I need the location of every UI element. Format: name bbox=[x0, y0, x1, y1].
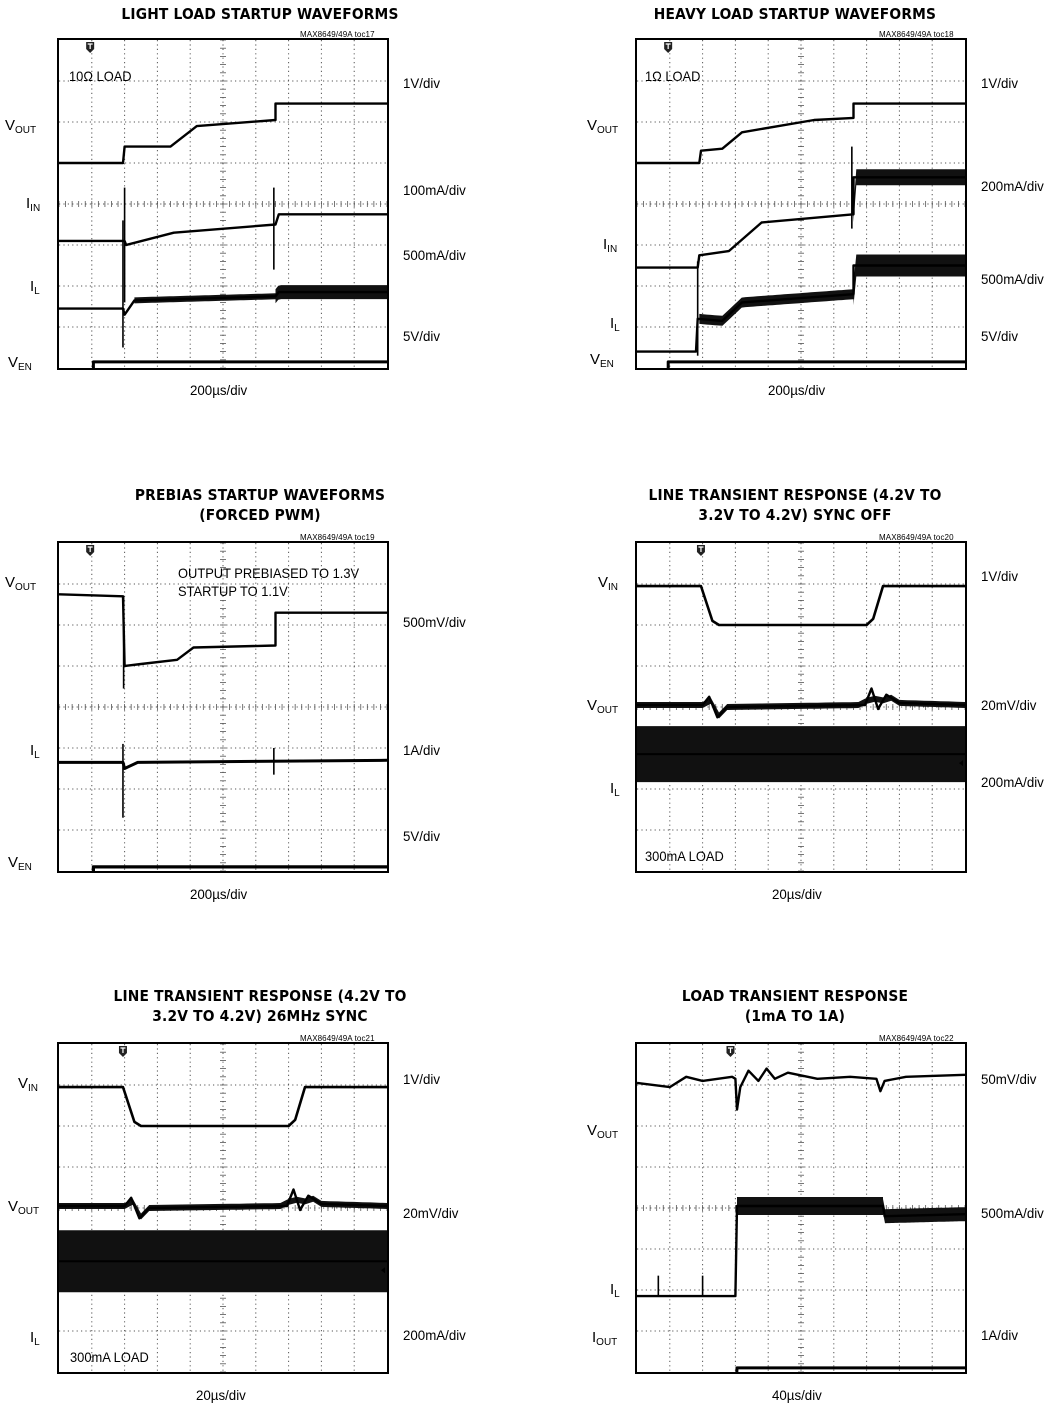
chart-panel-3: PREBIAS STARTUP WAVEFORMS (FORCED PWM) M… bbox=[0, 485, 520, 925]
channel-label-vin: VIN bbox=[598, 575, 618, 596]
scope-screen bbox=[635, 541, 967, 873]
x-axis-label: 200µs/div bbox=[190, 382, 247, 398]
channel-label-ven: VEN bbox=[8, 355, 32, 376]
chart-title: LINE TRANSIENT RESPONSE (4.2V TO 3.2V TO… bbox=[21, 986, 499, 1026]
annotation: 300mA LOAD bbox=[645, 847, 724, 865]
channel-label-il: IL bbox=[30, 1330, 40, 1351]
scale-label: 200mA/div bbox=[981, 774, 1044, 790]
annotation: 300mA LOAD bbox=[70, 1348, 149, 1366]
channel-label-vout: VOUT bbox=[587, 1123, 618, 1144]
scale-label: 1A/div bbox=[403, 742, 440, 758]
scope-plot bbox=[637, 1044, 965, 1372]
scale-label: 50mV/div bbox=[981, 1071, 1036, 1087]
channel-label-vin: VIN bbox=[18, 1076, 38, 1097]
x-axis-label: 200µs/div bbox=[190, 886, 247, 902]
chart-panel-5: LINE TRANSIENT RESPONSE (4.2V TO 3.2V TO… bbox=[0, 986, 520, 1426]
x-axis-label: 20µs/div bbox=[196, 1387, 246, 1403]
trace-noise-band bbox=[854, 255, 966, 306]
chart-title: LOAD TRANSIENT RESPONSE (1mA TO 1A) bbox=[556, 986, 1034, 1026]
annotation: 10Ω LOAD bbox=[69, 67, 132, 85]
trace-ven bbox=[59, 362, 387, 368]
channel-label-iin: IIN bbox=[603, 237, 617, 258]
chart-panel-6: LOAD TRANSIENT RESPONSE (1mA TO 1A) MAX8… bbox=[535, 986, 1055, 1426]
scale-label: 1V/div bbox=[981, 568, 1018, 584]
trace-noise-band bbox=[883, 1199, 965, 1223]
trace-ven bbox=[637, 362, 965, 368]
scope-plot bbox=[59, 1044, 387, 1372]
scope-screen bbox=[57, 1042, 389, 1374]
scale-label: 5V/div bbox=[403, 328, 440, 344]
chart-panel-4: LINE TRANSIENT RESPONSE (4.2V TO 3.2V TO… bbox=[535, 485, 1055, 925]
scale-label: 1A/div bbox=[981, 1327, 1018, 1343]
scope-screen bbox=[57, 38, 389, 370]
channel-label-il: IL bbox=[610, 316, 620, 337]
channel-label-ven: VEN bbox=[590, 352, 614, 373]
chart-title: LIGHT LOAD STARTUP WAVEFORMS bbox=[21, 4, 499, 24]
channel-label-il: IL bbox=[610, 1282, 620, 1303]
channel-label-vout: VOUT bbox=[5, 118, 36, 139]
scale-label: 500mA/div bbox=[403, 247, 466, 263]
scale-label: 20mV/div bbox=[981, 697, 1036, 713]
x-axis-label: 20µs/div bbox=[772, 886, 822, 902]
channel-label-vout: VOUT bbox=[5, 575, 36, 596]
scale-label: 100mA/div bbox=[403, 182, 466, 198]
scale-label: 500mA/div bbox=[981, 1205, 1044, 1221]
x-axis-label: 200µs/div bbox=[768, 382, 825, 398]
scale-label: 1V/div bbox=[403, 75, 440, 91]
trace-iin bbox=[637, 177, 965, 267]
trace-noise-band bbox=[276, 285, 388, 303]
annotation: 1Ω LOAD bbox=[645, 67, 700, 85]
scale-label: 1V/div bbox=[403, 1071, 440, 1087]
chart-title: LINE TRANSIENT RESPONSE (4.2V TO 3.2V TO… bbox=[556, 485, 1034, 525]
channel-label-vout: VOUT bbox=[587, 698, 618, 719]
channel-label-vout: VOUT bbox=[587, 118, 618, 139]
scope-plot bbox=[59, 40, 387, 368]
channel-label-iin: IIN bbox=[26, 196, 40, 217]
trace-iin bbox=[59, 214, 387, 245]
chart-title: HEAVY LOAD STARTUP WAVEFORMS bbox=[556, 4, 1034, 24]
chart-panel-2: HEAVY LOAD STARTUP WAVEFORMS MAX8649/49A… bbox=[535, 4, 1055, 444]
scale-label: 5V/div bbox=[981, 328, 1018, 344]
scope-plot bbox=[637, 543, 965, 871]
scale-label: 20mV/div bbox=[403, 1205, 458, 1221]
channel-label-iout: IOUT bbox=[592, 1330, 617, 1351]
channel-label-ven: VEN bbox=[8, 855, 32, 876]
scope-plot bbox=[637, 40, 965, 368]
chart-title: PREBIAS STARTUP WAVEFORMS (FORCED PWM) bbox=[21, 485, 499, 525]
scale-label: 200mA/div bbox=[981, 178, 1044, 194]
x-axis-label: 40µs/div bbox=[772, 1387, 822, 1403]
chart-panel-1: LIGHT LOAD STARTUP WAVEFORMS MAX8649/49A… bbox=[0, 4, 520, 444]
channel-label-vout: VOUT bbox=[8, 1199, 39, 1220]
scope-screen bbox=[635, 1042, 967, 1374]
channel-label-il: IL bbox=[610, 781, 620, 802]
scale-label: 5V/div bbox=[403, 828, 440, 844]
scale-label: 1V/div bbox=[981, 75, 1018, 91]
scale-label: 500mV/div bbox=[403, 614, 466, 630]
scope-screen bbox=[635, 38, 967, 370]
channel-label-il: IL bbox=[30, 743, 40, 764]
scale-label: 200mA/div bbox=[403, 1327, 466, 1343]
scale-label: 500mA/div bbox=[981, 271, 1044, 287]
channel-label-il: IL bbox=[30, 279, 40, 300]
